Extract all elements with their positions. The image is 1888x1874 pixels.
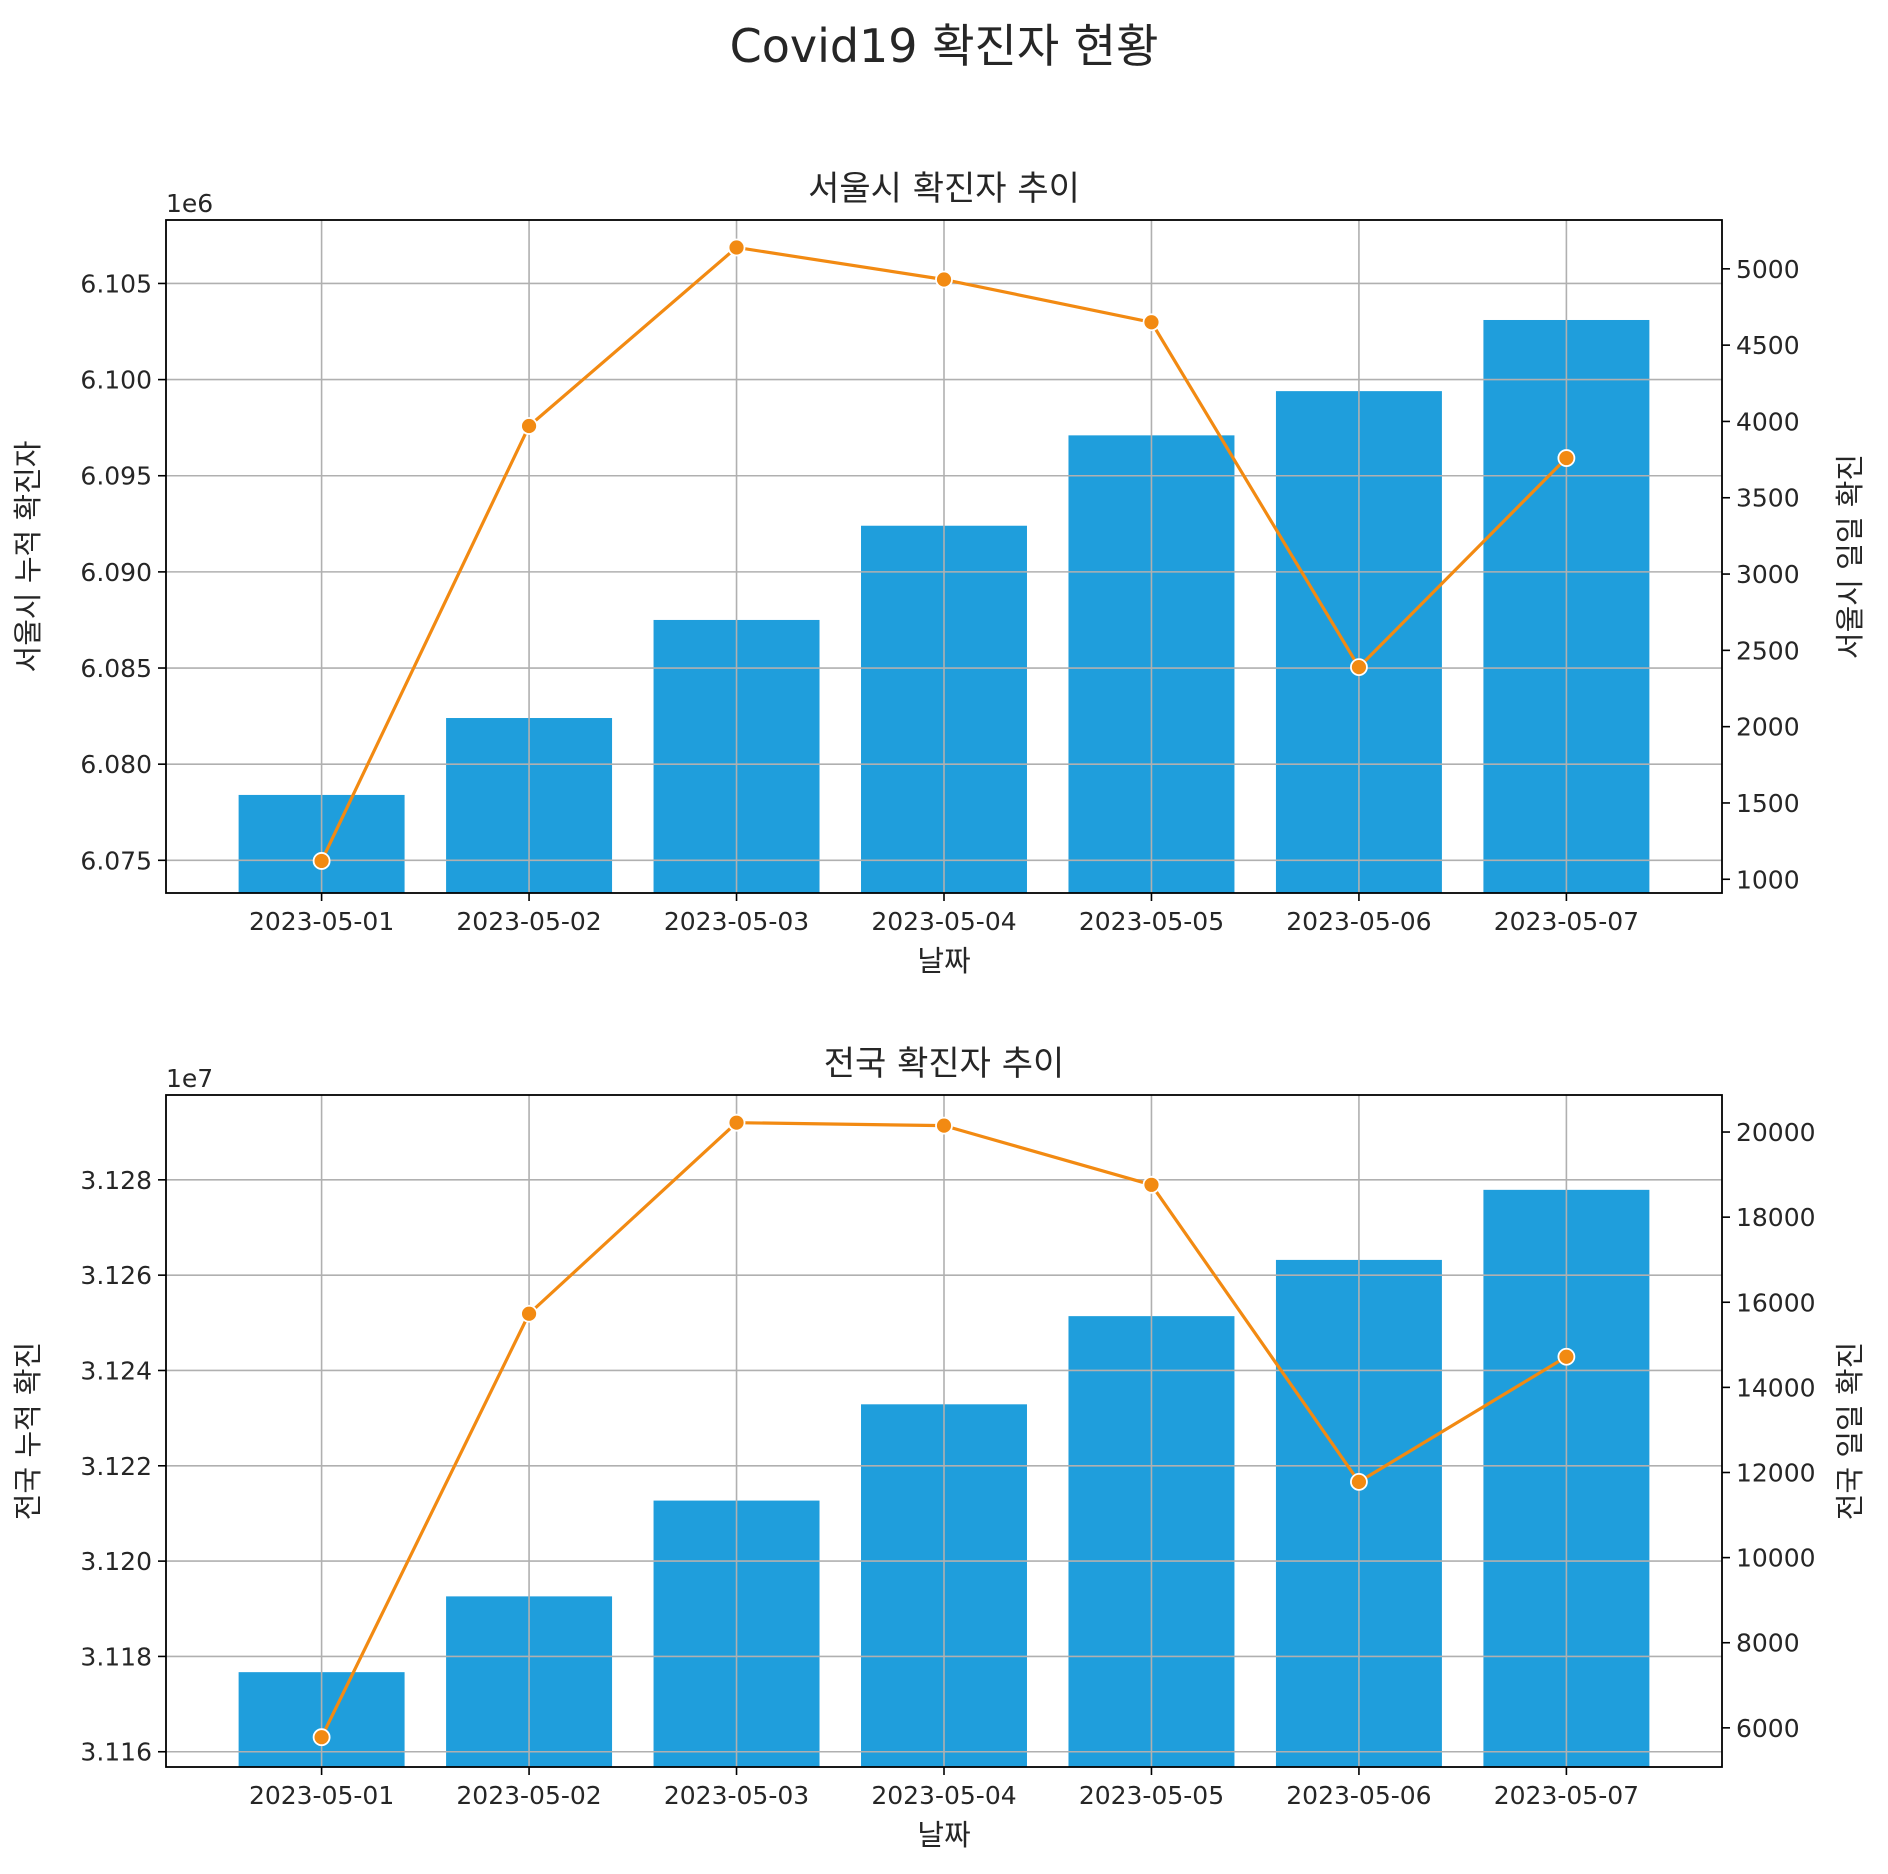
x-tick-label: 2023-05-04	[871, 1781, 1016, 1810]
y-left-tick-label: 6.075	[80, 846, 152, 875]
y-right-tick-label: 1000	[1736, 865, 1800, 894]
x-tick-label: 2023-05-05	[1079, 1781, 1224, 1810]
line-point-2023-05-06	[1350, 658, 1368, 677]
y-left-tick-label: 6.100	[80, 366, 152, 395]
line-point-2023-05-05	[1142, 1175, 1161, 1194]
x-tick-label: 2023-05-07	[1494, 907, 1639, 936]
y-right-tick-label: 16000	[1736, 1288, 1816, 1317]
line-point-2023-05-06	[1350, 1472, 1368, 1491]
x-tick-label: 2023-05-03	[664, 907, 809, 936]
y-left-tick-label: 6.085	[80, 654, 152, 683]
x-tick-label: 2023-05-02	[456, 1781, 601, 1810]
y-left-tick-label: 3.118	[80, 1642, 152, 1671]
y-left-tick-label: 3.122	[80, 1452, 152, 1481]
y-left-tick-label: 6.105	[80, 269, 152, 298]
y-right-tick-label: 3000	[1736, 560, 1800, 589]
line-point-2023-05-07	[1557, 1347, 1576, 1366]
y-left-tick-label: 3.126	[80, 1261, 152, 1290]
line-point-2023-05-04	[935, 270, 953, 289]
y-right-tick-label: 5000	[1736, 255, 1800, 284]
line-point-2023-05-05	[1142, 313, 1161, 332]
y-right-axis-label: 서울시 일일 확진	[1833, 454, 1867, 659]
y-left-tick-label: 6.090	[80, 558, 152, 587]
y-left-tick-label: 3.128	[80, 1166, 152, 1195]
y-left-axis-label: 전국 누적 확진	[11, 1342, 45, 1521]
y-right-tick-label: 1500	[1736, 789, 1800, 818]
y-left-tick-label: 3.124	[80, 1356, 152, 1385]
x-tick-label: 2023-05-04	[871, 907, 1016, 936]
y-left-offset-label: 1e7	[166, 1064, 213, 1093]
line-point-2023-05-02	[520, 417, 538, 435]
y-right-tick-label: 4500	[1736, 331, 1800, 360]
chart-panel-2: 2023-05-01 2023-05-02 2023-05-03 2023-05-04…	[11, 1044, 1867, 1852]
line-point-2023-05-02	[520, 1304, 538, 1323]
y-left-offset-label: 1e6	[166, 189, 213, 218]
y-right-tick-label: 14000	[1736, 1373, 1816, 1402]
y-right-tick-label: 20000	[1736, 1118, 1816, 1147]
y-right-tick-label: 4000	[1736, 407, 1800, 436]
y-left-tick-label: 6.080	[80, 750, 152, 779]
line-point-2023-05-07	[1557, 449, 1576, 467]
y-left-tick-label: 6.095	[80, 462, 152, 491]
figure-title: Covid19 확진자 현황	[730, 19, 1159, 73]
y-right-tick-label: 18000	[1736, 1203, 1816, 1232]
charts: 2023-05-01 2023-05-02 2023-05-03 2023-05-04…	[11, 169, 1867, 1852]
x-tick-label: 2023-05-01	[249, 907, 394, 936]
y-left-axis-label: 서울시 누적 확진자	[11, 441, 45, 673]
line-point-2023-05-04	[935, 1116, 953, 1135]
y-right-tick-label: 3500	[1736, 484, 1800, 513]
line-point-2023-05-03	[727, 238, 746, 257]
y-right-tick-label: 2000	[1736, 713, 1800, 742]
chart-title: 전국 확진자 추이	[824, 1044, 1065, 1084]
x-tick-label: 2023-05-07	[1494, 1781, 1639, 1810]
x-tick-label: 2023-05-03	[664, 1781, 809, 1810]
y-right-axis-label: 전국 일일 확진	[1833, 1342, 1867, 1521]
y-right-tick-label: 8000	[1736, 1629, 1800, 1658]
chart-panel-1: 2023-05-01 2023-05-02 2023-05-03 2023-05-04…	[11, 169, 1867, 978]
y-right-tick-label: 2500	[1736, 636, 1800, 665]
x-axis-label: 날짜	[917, 1818, 970, 1852]
line-point-2023-05-01	[312, 852, 331, 870]
x-tick-label: 2023-05-02	[456, 907, 601, 936]
y-left-tick-label: 3.120	[80, 1547, 152, 1576]
chart-title: 서울시 확진자 추이	[808, 169, 1080, 209]
x-axis-label: 날짜	[917, 944, 970, 978]
y-right-tick-label: 12000	[1736, 1458, 1816, 1487]
y-right-tick-label: 6000	[1736, 1714, 1800, 1743]
x-tick-label: 2023-05-06	[1286, 1781, 1431, 1810]
x-tick-label: 2023-05-06	[1286, 907, 1431, 936]
line-point-2023-05-03	[727, 1113, 746, 1132]
x-tick-label: 2023-05-01	[249, 1781, 394, 1810]
line-point-2023-05-01	[312, 1728, 331, 1747]
y-left-tick-label: 3.116	[80, 1738, 152, 1767]
x-tick-label: 2023-05-05	[1079, 907, 1224, 936]
y-right-tick-label: 10000	[1736, 1544, 1816, 1573]
